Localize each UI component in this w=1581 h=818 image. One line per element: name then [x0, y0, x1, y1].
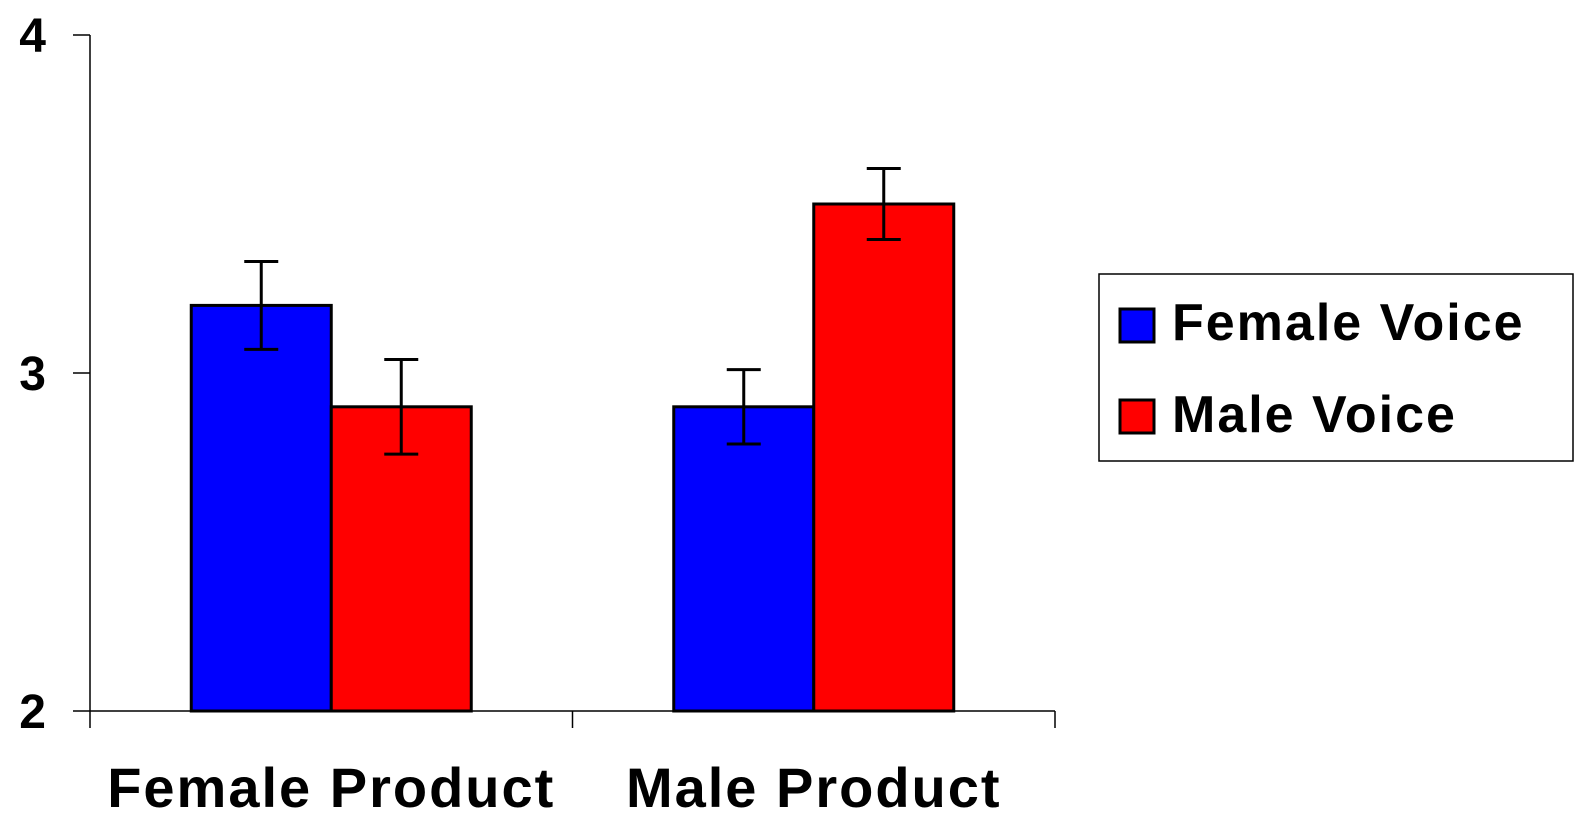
- labels: 2 3 4 Female Product Male Product: [19, 10, 1002, 818]
- legend-label-male-voice: Male Voice: [1172, 386, 1457, 444]
- bar-female-product-female-voice: [189, 303, 333, 713]
- legend-swatch-female-voice: [1118, 307, 1156, 344]
- y-tick-label: 3: [19, 348, 46, 401]
- legend: Female Voice Male Voice: [1098, 273, 1574, 462]
- bar-male-product-female-voice: [672, 405, 816, 713]
- legend-label-female-voice: Female Voice: [1172, 294, 1525, 352]
- bar-male-product-male-voice: [812, 202, 956, 713]
- x-category-label: Female Product: [107, 756, 555, 818]
- y-tick-label: 2: [19, 686, 46, 739]
- bars: [189, 202, 956, 713]
- bar-female-product-male-voice: [329, 405, 473, 713]
- error-bars: [244, 167, 901, 456]
- y-tick-label: 4: [19, 10, 46, 63]
- legend-box: [1098, 273, 1574, 462]
- x-category-label: Male Product: [626, 756, 1002, 818]
- legend-swatch-male-voice: [1118, 398, 1156, 435]
